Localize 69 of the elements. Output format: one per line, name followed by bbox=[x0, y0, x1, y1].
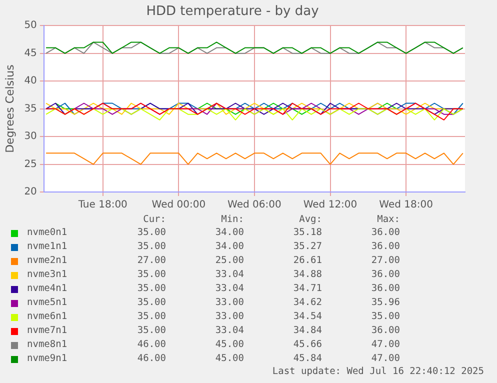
x-tick-label: Wed 00:00 bbox=[152, 200, 206, 211]
x-tick-label: Tue 18:00 bbox=[77, 200, 128, 211]
text: 25.00 bbox=[214, 254, 244, 268]
text: 33.04 bbox=[214, 268, 244, 282]
legend-label: nvme0n1 bbox=[26, 226, 68, 240]
text: 26.61 bbox=[292, 254, 322, 268]
text: 36.00 bbox=[370, 282, 400, 296]
text: 35.00 bbox=[136, 310, 166, 324]
y-tick-label: 35 bbox=[24, 103, 37, 114]
text: 35.27 bbox=[292, 240, 322, 254]
text: 36.00 bbox=[370, 268, 400, 282]
text: 46.00 bbox=[136, 352, 166, 366]
text: 45.00 bbox=[214, 352, 244, 366]
text: 34.84 bbox=[292, 324, 322, 338]
legend-label: nvme1n1 bbox=[26, 240, 68, 254]
text: 27.00 bbox=[136, 254, 166, 268]
x-tick-label: Wed 06:00 bbox=[228, 200, 282, 211]
text: 34.62 bbox=[292, 296, 322, 310]
text: Cur: bbox=[142, 214, 166, 226]
text: 35.00 bbox=[370, 310, 400, 324]
y-tick-label: 40 bbox=[24, 76, 37, 87]
text: 35.00 bbox=[136, 324, 166, 338]
text: 35.00 bbox=[136, 268, 166, 282]
text: 33.00 bbox=[214, 310, 244, 324]
x-tick-label: Wed 12:00 bbox=[303, 200, 358, 211]
legend-label: nvme2n1 bbox=[26, 254, 68, 268]
text: 35.00 bbox=[136, 226, 166, 240]
text: Max: bbox=[376, 214, 400, 226]
legend-label: nvme6n1 bbox=[26, 310, 68, 324]
text: 47.00 bbox=[370, 338, 400, 352]
text: 35.18 bbox=[292, 226, 322, 240]
text: 33.00 bbox=[214, 296, 244, 310]
chart-title: HDD temperature - by day bbox=[146, 4, 320, 20]
legend-label: nvme9n1 bbox=[26, 352, 68, 366]
text: 36.00 bbox=[370, 324, 400, 338]
text: 35.00 bbox=[136, 282, 166, 296]
x-tick-label: Wed 18:00 bbox=[379, 200, 433, 211]
y-tick-label: 20 bbox=[24, 186, 37, 198]
text: 34.88 bbox=[292, 268, 322, 282]
text: 33.04 bbox=[214, 282, 244, 296]
text: Min: bbox=[220, 214, 244, 226]
y-axis-title: Degrees Celsius bbox=[3, 64, 16, 153]
text: 47.00 bbox=[370, 352, 400, 366]
text: 34.54 bbox=[292, 310, 322, 324]
text: 45.84 bbox=[292, 352, 322, 366]
text: 35.00 bbox=[136, 296, 166, 310]
text: 34.00 bbox=[214, 240, 244, 254]
y-tick-label: 25 bbox=[24, 158, 37, 170]
text: Last update: Wed Jul 16 22:40:12 2025 bbox=[271, 366, 484, 378]
text: 34.00 bbox=[214, 226, 244, 240]
text: 33.04 bbox=[214, 324, 244, 338]
text: 27.00 bbox=[370, 254, 400, 268]
text: 36.00 bbox=[370, 240, 400, 254]
text: 35.96 bbox=[370, 296, 400, 310]
legend-label: nvme4n1 bbox=[26, 282, 68, 296]
text: 46.00 bbox=[136, 338, 166, 352]
y-tick-label: 45 bbox=[24, 48, 37, 59]
legend-label: nvme7n1 bbox=[26, 324, 68, 338]
text: 45.00 bbox=[214, 338, 244, 352]
legend-label: nvme8n1 bbox=[26, 338, 68, 352]
y-tick-label: 50 bbox=[24, 20, 37, 32]
text: 36.00 bbox=[370, 226, 400, 240]
legend-label: nvme5n1 bbox=[26, 296, 68, 310]
text: Avg: bbox=[298, 214, 322, 226]
legend-label: nvme3n1 bbox=[26, 268, 68, 282]
y-tick-label: 30 bbox=[24, 131, 37, 142]
text: 34.71 bbox=[292, 282, 322, 296]
text: 35.00 bbox=[136, 240, 166, 254]
text: 45.66 bbox=[292, 338, 322, 352]
